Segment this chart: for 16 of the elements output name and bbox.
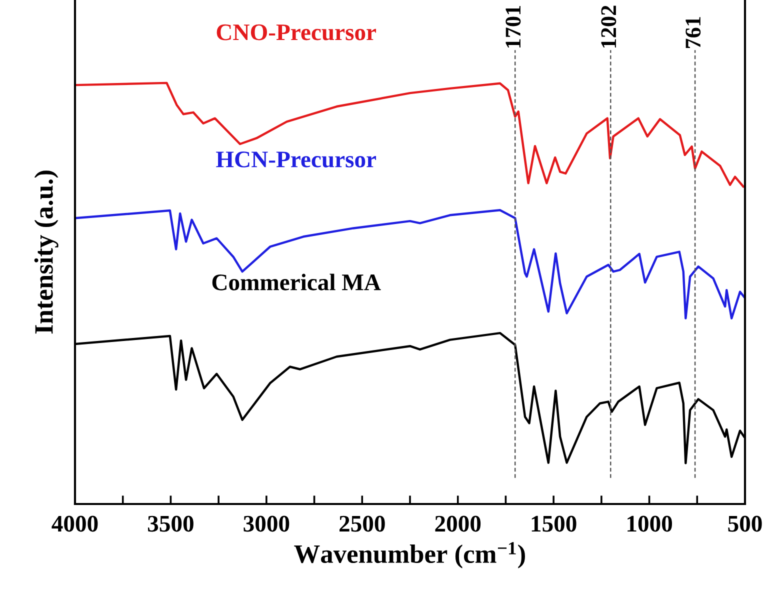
- text: Commerical MA: [212, 274, 381, 290]
- text: CNO-Precursor: [216, 24, 376, 40]
- ref-line-label: 761: [686, 17, 701, 48]
- x-tick-label: 500: [728, 516, 762, 532]
- x-tick-label: 3500: [148, 516, 194, 532]
- x-tick-label: 1500: [532, 516, 576, 532]
- ref-line-label: 1202: [601, 6, 616, 48]
- x-tick-label: 4000: [52, 516, 98, 532]
- y-axis-title: Intensity (a.u.): [34, 170, 58, 334]
- x-tick-label: 3000: [244, 516, 290, 532]
- x-tick-label: 2000: [435, 516, 481, 532]
- x-tick-label: 1000: [628, 516, 672, 532]
- ref-line-label: 1701: [506, 6, 521, 48]
- x-tick-label: 2500: [340, 516, 385, 532]
- x-axis-title: Wavenumber (cm$^{−1}$): [294, 542, 525, 568]
- text: HCN-Precursor: [216, 152, 376, 168]
